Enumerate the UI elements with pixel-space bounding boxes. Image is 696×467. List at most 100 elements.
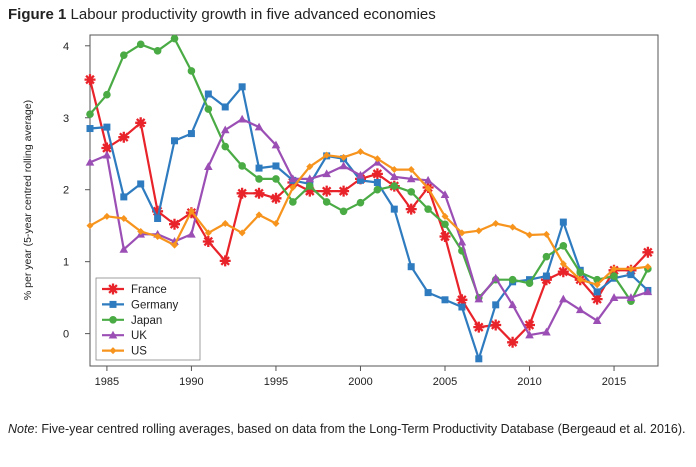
- data-point-uk: [356, 170, 365, 179]
- data-point-us: [356, 148, 364, 156]
- data-point-us: [627, 265, 635, 273]
- data-point-japan: [120, 51, 128, 59]
- data-point-us: [340, 153, 348, 161]
- x-tick-label: 1995: [264, 376, 288, 388]
- legend-label-japan: Japan: [131, 315, 162, 327]
- data-point-japan: [542, 252, 551, 261]
- data-point-france: [253, 187, 265, 199]
- data-point-germany: [373, 179, 381, 187]
- series-us: [86, 148, 652, 289]
- data-point-japan: [136, 40, 145, 49]
- data-point-japan: [525, 279, 534, 288]
- data-point-uk: [575, 305, 585, 314]
- data-point-uk: [592, 316, 602, 324]
- data-point-germany: [593, 288, 601, 296]
- data-point-us: [137, 227, 145, 235]
- data-point-france: [169, 218, 180, 230]
- data-point-uk: [559, 294, 568, 303]
- data-point-france: [540, 274, 552, 286]
- data-point-uk: [491, 273, 501, 282]
- legend-item-japan: Japan: [102, 315, 162, 327]
- y-tick-label: 1: [63, 257, 69, 269]
- data-point-japan: [289, 198, 297, 206]
- data-point-uk: [525, 330, 534, 339]
- data-point-france: [642, 246, 654, 258]
- data-point-uk: [254, 122, 264, 131]
- data-point-us: [542, 230, 550, 238]
- data-point-us: [187, 207, 195, 215]
- data-point-us: [526, 231, 534, 239]
- data-point-france: [236, 187, 248, 199]
- data-point-germany: [120, 193, 128, 201]
- data-point-us: [593, 281, 601, 289]
- legend-marker-france: [107, 283, 119, 295]
- x-tick-label: 2000: [348, 376, 372, 388]
- data-point-japan: [86, 110, 94, 118]
- x-tick-label: 1990: [179, 376, 203, 388]
- data-point-us: [373, 155, 381, 163]
- data-point-france: [557, 266, 569, 278]
- data-point-germany: [475, 355, 483, 363]
- legend-item-france: France: [102, 283, 167, 296]
- data-point-us: [475, 227, 483, 235]
- data-point-france: [524, 319, 535, 331]
- data-point-japan: [576, 268, 585, 277]
- data-point-germany: [627, 271, 635, 279]
- data-point-france: [202, 236, 214, 247]
- legend: France Germany Japan UK US: [95, 277, 201, 361]
- plot-frame: [89, 34, 659, 367]
- data-point-japan: [221, 142, 230, 151]
- data-point-us: [86, 222, 94, 230]
- data-point-japan: [187, 67, 196, 75]
- x-tick-label: 2015: [602, 376, 626, 388]
- data-point-us: [306, 163, 314, 171]
- data-point-us: [120, 214, 128, 222]
- data-point-germany: [238, 83, 246, 91]
- data-point-japan: [153, 47, 162, 55]
- data-point-japan: [610, 272, 618, 280]
- data-point-france: [152, 205, 164, 217]
- data-point-us: [221, 220, 229, 228]
- data-point-germany: [204, 90, 212, 98]
- data-point-germany: [154, 214, 162, 222]
- data-point-germany: [458, 303, 466, 311]
- data-point-us: [171, 241, 179, 249]
- legend-label-france: France: [131, 284, 167, 296]
- series-line-us: [89, 150, 649, 286]
- data-point-germany: [272, 162, 280, 170]
- data-point-germany: [356, 176, 364, 184]
- legend-marker-japan: [109, 316, 117, 324]
- data-point-france: [490, 319, 502, 331]
- data-point-france: [270, 192, 282, 204]
- data-point-uk: [643, 287, 653, 296]
- data-point-france: [439, 231, 451, 242]
- data-point-germany: [171, 137, 179, 145]
- data-point-japan: [373, 185, 382, 194]
- legend-item-us: US: [102, 346, 147, 358]
- axes: 1985 1990 1995 2000 2005 2010 2015 0 1 2 3 4: [63, 41, 626, 388]
- y-tick-label: 0: [63, 329, 69, 341]
- data-point-germany: [559, 218, 567, 226]
- data-point-us: [154, 232, 162, 240]
- data-point-france: [338, 185, 350, 197]
- data-point-japan: [390, 182, 399, 190]
- data-point-france: [135, 117, 147, 129]
- x-tick-label: 1985: [95, 376, 119, 388]
- data-point-japan: [204, 105, 213, 113]
- legend-item-germany: Germany: [102, 299, 179, 311]
- data-point-germany: [424, 289, 432, 297]
- series-layer: [84, 34, 654, 363]
- data-point-france: [101, 142, 113, 154]
- data-point-us: [576, 276, 584, 284]
- data-point-us: [509, 223, 517, 231]
- data-point-us: [458, 229, 466, 237]
- data-point-germany: [542, 272, 550, 280]
- data-point-us: [289, 184, 297, 192]
- data-point-uk: [102, 150, 112, 159]
- y-tick-label: 3: [63, 113, 69, 125]
- data-point-france: [118, 131, 130, 143]
- data-point-us: [559, 260, 567, 268]
- series-line-uk: [89, 118, 649, 337]
- data-point-uk: [85, 157, 95, 166]
- data-point-france: [321, 185, 333, 197]
